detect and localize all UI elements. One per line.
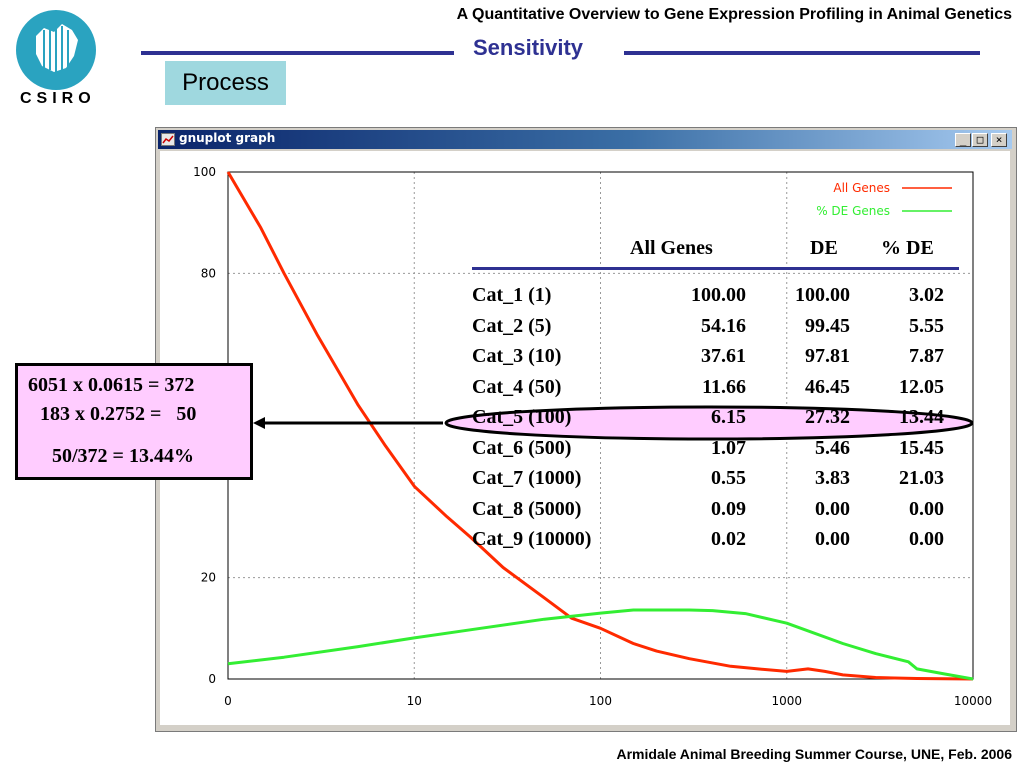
table-cell-de: 99.45 [805, 315, 850, 337]
table-cell-category: Cat_3 (10) [472, 345, 562, 367]
table-header-pct-de: % DE [881, 237, 934, 259]
section-title: Sensitivity [473, 35, 584, 60]
table-cell-all-genes: 54.16 [701, 315, 746, 337]
table-cell-all-genes: 100.00 [691, 284, 746, 306]
table-cell-de: 0.00 [815, 498, 850, 520]
table-cell-category: Cat_5 (100) [472, 406, 572, 428]
table-header-all-genes: All Genes [630, 237, 713, 259]
table-cell-pct-de: 0.00 [909, 528, 944, 550]
table-cell-category: Cat_4 (50) [472, 376, 562, 398]
table-cell-all-genes: 0.55 [711, 467, 746, 489]
graph-icon [162, 135, 174, 144]
footer-text: Armidale Animal Breeding Summer Course, … [616, 746, 1013, 762]
table-header-de: DE [810, 237, 838, 259]
table-cell-pct-de: 12.05 [899, 376, 944, 398]
close-button[interactable]: × [991, 133, 1007, 147]
table-cell-de: 0.00 [815, 528, 850, 550]
callout-line-1: 6051 x 0.0615 = 372 [28, 374, 195, 396]
table-cell-pct-de: 15.45 [899, 437, 944, 459]
table-cell-all-genes: 0.02 [711, 528, 746, 550]
table-cell-de: 100.00 [795, 284, 850, 306]
table-cell-de: 5.46 [815, 437, 850, 459]
table-cell-category: Cat_9 (10000) [472, 528, 592, 550]
minimize-button[interactable]: _ [955, 133, 971, 147]
table-cell-all-genes: 0.09 [711, 498, 746, 520]
window-titlebar[interactable] [158, 130, 1012, 149]
table-cell-pct-de: 21.03 [899, 467, 944, 489]
title-rule-left [141, 51, 454, 55]
table-cell-pct-de: 5.55 [909, 315, 944, 337]
calculation-callout: 6051 x 0.0615 = 372 183 x 0.2752 = 50 50… [15, 363, 253, 480]
table-cell-all-genes: 11.66 [702, 376, 746, 398]
title-rule-right [624, 51, 980, 55]
table-cell-category: Cat_1 (1) [472, 284, 552, 306]
table-cell-de: 27.32 [805, 406, 850, 428]
table-cell-category: Cat_2 (5) [472, 315, 552, 337]
table-cell-all-genes: 1.07 [711, 437, 746, 459]
csiro-logo-mark [16, 10, 96, 90]
window-title: gnuplot graph [179, 131, 276, 145]
callout-line-2: 183 x 0.2752 = 50 [40, 403, 197, 425]
table-cell-pct-de: 3.02 [909, 284, 944, 306]
table-cell-category: Cat_7 (1000) [472, 467, 582, 489]
table-cell-pct-de: 0.00 [909, 498, 944, 520]
course-title: A Quantitative Overview to Gene Expressi… [456, 6, 1012, 23]
callout-line-3: 50/372 = 13.44% [52, 445, 194, 467]
window-app-icon [161, 133, 175, 146]
table-cell-all-genes: 37.61 [701, 345, 746, 367]
process-label: Process [165, 61, 286, 105]
csiro-logo: CSIRO [14, 6, 102, 110]
table-cell-de: 46.45 [805, 376, 850, 398]
table-cell-de: 3.83 [815, 467, 850, 489]
table-cell-category: Cat_6 (500) [472, 437, 572, 459]
logo-text: CSIRO [20, 90, 96, 107]
table-cell-all-genes: 6.15 [711, 406, 746, 428]
maximize-button[interactable]: □ [972, 133, 988, 147]
table-header-rule [472, 267, 959, 270]
table-cell-pct-de: 13.44 [899, 406, 944, 428]
table-cell-category: Cat_8 (5000) [472, 498, 582, 520]
table-cell-pct-de: 7.87 [909, 345, 944, 367]
table-cell-de: 97.81 [805, 345, 850, 367]
